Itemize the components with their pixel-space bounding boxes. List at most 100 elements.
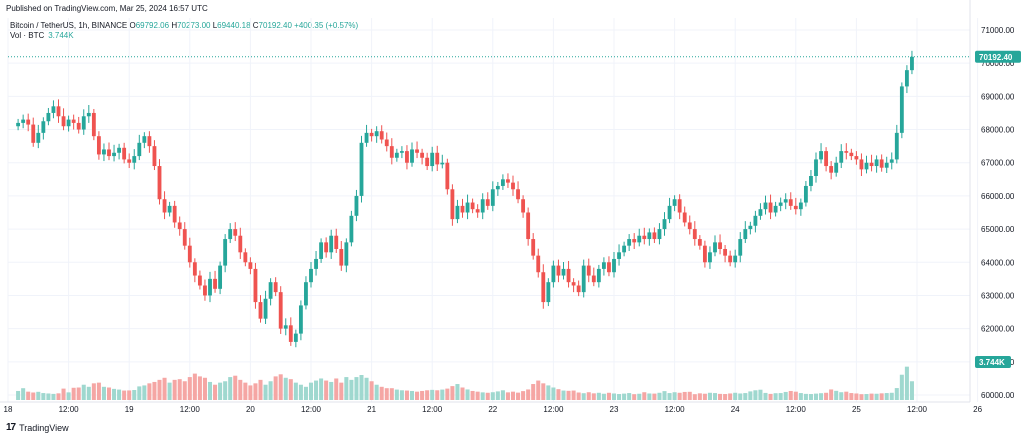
price-tick-label: 65000.00 <box>981 225 1015 234</box>
volume-bar <box>137 386 142 400</box>
candle-body <box>601 262 606 269</box>
candle-body <box>894 132 899 160</box>
candle-body <box>167 205 172 213</box>
candle-body <box>475 209 480 213</box>
volume-bar <box>546 385 551 400</box>
volume-bar <box>344 377 349 400</box>
volume-bar <box>172 379 177 400</box>
candle-body <box>723 249 728 256</box>
candle-body <box>319 242 324 259</box>
candle-body <box>470 202 475 210</box>
volume-bar <box>101 386 106 400</box>
volume-bar <box>364 377 369 400</box>
candle-body <box>773 205 778 213</box>
candle-body <box>364 132 369 143</box>
candle-body <box>506 179 510 183</box>
volume-bar <box>622 393 627 400</box>
close-value: 70192.40 <box>258 21 292 30</box>
price-tick-label: 63000.00 <box>981 291 1015 300</box>
volume-bar <box>349 379 354 400</box>
candle-body <box>819 151 823 160</box>
volume-bar <box>879 393 884 400</box>
candle-body <box>763 202 768 210</box>
volume-label[interactable]: Vol · BTC <box>10 31 45 40</box>
volume-bar <box>354 377 359 400</box>
volume-bar <box>41 393 46 400</box>
candle-body <box>288 325 293 342</box>
volume-bar <box>576 392 581 400</box>
volume-bar <box>329 381 334 400</box>
volume-bar <box>738 393 743 400</box>
volume-bar <box>263 384 268 400</box>
candle-body <box>662 219 667 230</box>
time-tick-label: 24 <box>731 405 740 414</box>
volume-bar <box>627 393 632 400</box>
volume-bar <box>379 386 384 400</box>
volume-bar <box>723 394 728 400</box>
candle-body <box>460 205 465 213</box>
candle-body <box>36 132 41 143</box>
candle-body <box>26 119 31 125</box>
volume-bar <box>409 390 415 400</box>
volume-bar <box>541 383 546 400</box>
volume-bar <box>692 394 697 400</box>
candle-body <box>748 225 753 230</box>
candle-body <box>677 199 682 213</box>
candle-body <box>61 116 66 127</box>
candle-body <box>16 122 21 127</box>
volume-bar <box>394 389 399 400</box>
candle-body <box>708 252 712 263</box>
volume-bar <box>531 384 536 400</box>
volume-bar <box>647 393 652 400</box>
volume-bar <box>808 394 813 400</box>
volume-bar <box>485 392 490 400</box>
candle-body <box>738 239 743 256</box>
volume-bar <box>490 392 495 400</box>
candle-body <box>384 139 389 147</box>
volume-bar <box>298 384 303 400</box>
candle-body <box>177 222 182 230</box>
candle-body <box>445 162 450 190</box>
candle-body <box>81 116 86 130</box>
candle-body <box>157 166 162 200</box>
volume-bar <box>768 393 773 400</box>
volume-bar <box>829 389 834 400</box>
candle-body <box>394 152 399 158</box>
volume-bar <box>384 388 389 400</box>
volume-bar <box>470 390 475 400</box>
candle-body <box>768 202 773 213</box>
time-tick-label: 18 <box>4 405 13 414</box>
candle-body <box>369 132 374 137</box>
candle-body <box>849 152 854 157</box>
volume-bar <box>450 386 455 400</box>
candle-body <box>86 112 91 117</box>
volume-bar <box>339 382 344 400</box>
volume-bar <box>884 393 889 400</box>
candle-body <box>66 119 71 127</box>
candle-body <box>864 162 869 170</box>
volume-bar <box>526 389 531 400</box>
candle-body <box>814 159 818 176</box>
volume-bar <box>51 393 56 400</box>
volume-bar <box>258 379 263 400</box>
candle-body <box>253 268 258 303</box>
candle-body <box>102 149 106 155</box>
candle-body <box>127 159 132 163</box>
candle-body <box>713 242 717 253</box>
candle-body <box>379 131 384 140</box>
candle-body <box>354 195 359 216</box>
volume-bar <box>778 393 783 400</box>
volume-bar <box>662 391 667 400</box>
candle-body <box>238 235 243 253</box>
volume-bar <box>187 377 192 400</box>
volume-bar <box>21 388 26 400</box>
volume-bar <box>435 390 440 400</box>
volume-bar <box>510 391 516 400</box>
volume-bar <box>904 366 909 400</box>
volume-bar <box>521 391 526 400</box>
candle-body <box>91 112 96 137</box>
candle-body <box>51 106 56 113</box>
candle-body <box>637 235 642 243</box>
volume-bar <box>415 391 420 400</box>
